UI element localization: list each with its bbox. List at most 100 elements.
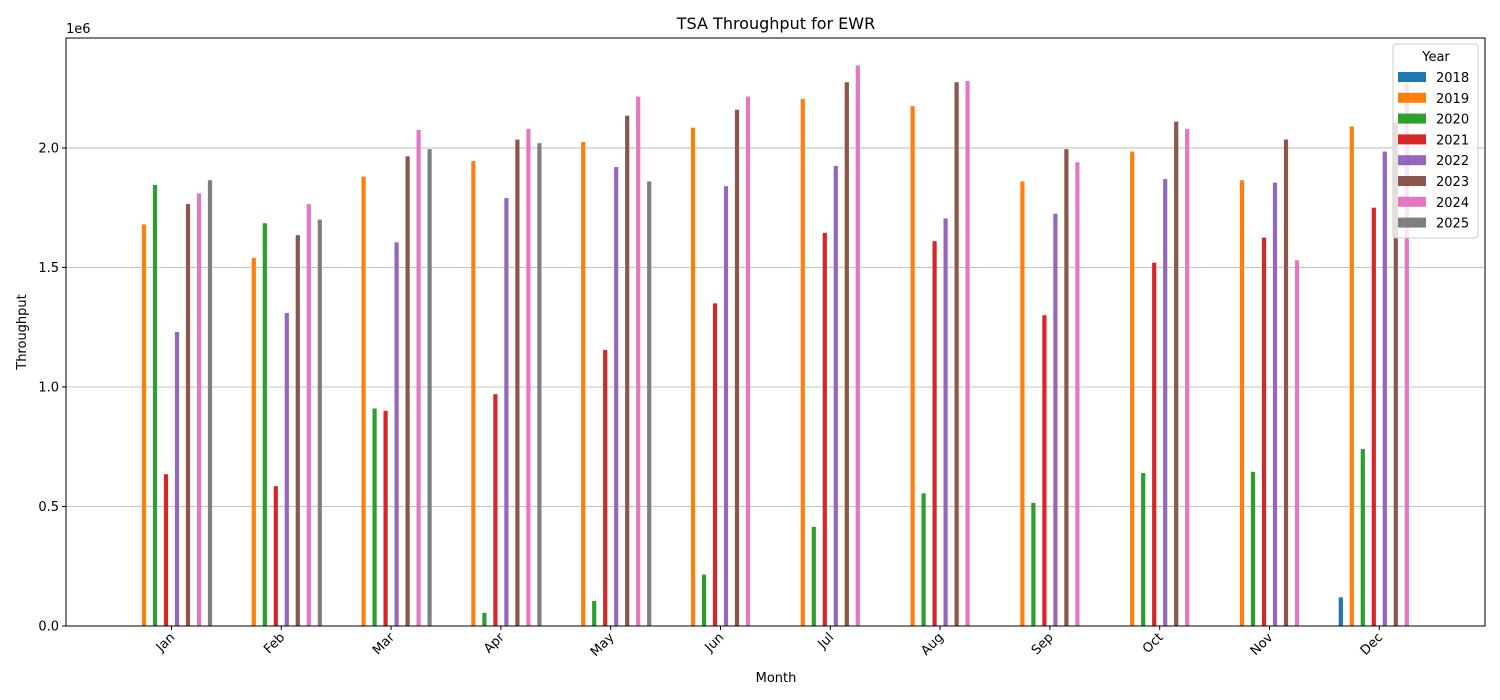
plot-frame: [65, 37, 1486, 627]
bar-2022-Apr: [504, 198, 509, 626]
bar-2024-Apr: [526, 128, 531, 626]
bar-2018-Dec: [1338, 597, 1343, 626]
bar-2019-Sep: [1020, 181, 1025, 626]
bar-2019-Jan: [141, 224, 147, 626]
bar-2019-May: [581, 141, 586, 627]
bar-2021-Jun: [712, 303, 718, 626]
bar-2023-Oct: [1174, 121, 1179, 626]
x-tick-label: Sep: [1029, 630, 1057, 658]
bar-2025-Apr: [537, 143, 542, 627]
chart-title: TSA Throughput for EWR: [676, 14, 875, 33]
y-tick-label: 2.0: [38, 141, 59, 156]
bar-2020-Dec: [1360, 449, 1365, 626]
bar-2021-Jul: [822, 232, 827, 627]
bar-2020-Sep: [1031, 502, 1036, 626]
bar-2023-Jun: [734, 109, 740, 626]
bar-2022-Jun: [723, 186, 729, 626]
legend-frame: [1392, 43, 1479, 239]
legend-label-2023: 2023: [1436, 175, 1469, 190]
bar-2025-Mar: [427, 149, 432, 626]
bar-2019-Apr: [471, 161, 476, 626]
bar-2020-Jan: [152, 185, 158, 626]
legend-swatch-2019: [1398, 92, 1426, 103]
bar-2024-Dec: [1404, 83, 1409, 626]
bar-2023-Sep: [1064, 149, 1069, 626]
bar-2020-Mar: [372, 408, 377, 626]
bar-2020-May: [592, 600, 597, 626]
bar-2019-Nov: [1239, 180, 1245, 626]
bar-2022-May: [614, 167, 619, 626]
legend-label-2020: 2020: [1436, 113, 1469, 128]
bar-2022-Mar: [394, 242, 399, 626]
x-tick-label: Nov: [1248, 630, 1277, 659]
bar-2019-Jun: [690, 127, 696, 626]
bar-2025-Feb: [317, 219, 322, 626]
bar-2021-Aug: [932, 241, 937, 627]
x-tick-label: Jul: [815, 630, 837, 652]
bar-2023-Feb: [295, 235, 300, 626]
bar-2020-Apr: [482, 612, 487, 626]
y-tick-label: 0.0: [38, 620, 59, 635]
bar-2025-May: [647, 181, 652, 626]
legend-swatch-2022: [1398, 155, 1426, 166]
bar-2019-Dec: [1349, 126, 1354, 626]
x-tick-label: Apr: [481, 630, 508, 657]
legend-swatch-2021: [1398, 134, 1426, 145]
bar-2023-May: [625, 115, 630, 627]
bar-2019-Mar: [361, 176, 366, 626]
bar-2024-Oct: [1185, 128, 1190, 626]
y-axis-title: Throughput: [15, 294, 30, 371]
bar-2021-May: [603, 349, 608, 626]
bar-2023-Jan: [185, 204, 191, 626]
x-tick-label: Oct: [1140, 630, 1167, 657]
bar-2019-Oct: [1130, 151, 1135, 627]
x-tick-label: Aug: [918, 630, 947, 659]
x-tick-label: Mar: [370, 630, 398, 658]
bar-2021-Feb: [273, 486, 278, 626]
bar-2022-Nov: [1272, 182, 1278, 627]
legend: Year 2018 2019 2020 2021 2022 2023 2024 2025: [1392, 43, 1479, 239]
bar-2024-Feb: [306, 204, 311, 626]
bar-2023-Mar: [405, 156, 410, 626]
legend-swatch-2018: [1398, 72, 1426, 82]
x-tick-label: Dec: [1358, 630, 1386, 658]
legend-label-2022: 2022: [1436, 154, 1469, 169]
y-tick-label: 0.5: [38, 500, 59, 515]
legend-swatch-2023: [1398, 176, 1426, 186]
bar-2022-Feb: [284, 312, 289, 626]
bar-2023-Apr: [515, 139, 520, 626]
y-tick-label: 1.5: [38, 261, 59, 276]
bar-2024-Jul: [855, 65, 860, 627]
bar-2021-Oct: [1152, 262, 1157, 626]
bar-2024-Aug: [965, 81, 970, 626]
legend-label-2021: 2021: [1436, 133, 1469, 148]
x-tick-label: Feb: [261, 630, 288, 657]
bar-2021-Apr: [493, 394, 498, 626]
bar-2020-Aug: [921, 493, 926, 626]
bar-2021-Mar: [383, 410, 388, 626]
y-axis: 0.0 0.5 1.0 1.5 2.0: [38, 141, 66, 635]
x-tick-label: May: [588, 630, 618, 660]
legend-title: Year: [1421, 50, 1450, 65]
bar-2022-Jul: [833, 165, 838, 626]
legend-label-2018: 2018: [1436, 71, 1469, 86]
legend-swatch-2020: [1398, 113, 1426, 124]
bar-2020-Jun: [701, 574, 707, 626]
bar-2019-Aug: [910, 106, 915, 627]
bar-2021-Jan: [163, 474, 169, 626]
bar-2023-Aug: [954, 82, 959, 627]
bar-2021-Dec: [1371, 207, 1376, 626]
legend-swatch-2025: [1398, 217, 1426, 228]
bar-2023-Nov: [1283, 139, 1289, 626]
bar-2024-Nov: [1294, 260, 1300, 626]
bar-2025-Jan: [207, 180, 213, 626]
bar-2022-Aug: [943, 218, 948, 626]
y-offset-label: 1e6: [66, 22, 91, 37]
y-tick-label: 1.0: [38, 380, 59, 395]
grid-lines: [66, 147, 1485, 627]
bar-2020-Oct: [1141, 473, 1146, 626]
bar-2019-Jul: [800, 98, 805, 626]
bar-2024-Jan: [196, 193, 202, 626]
bar-2024-Jun: [745, 96, 751, 626]
